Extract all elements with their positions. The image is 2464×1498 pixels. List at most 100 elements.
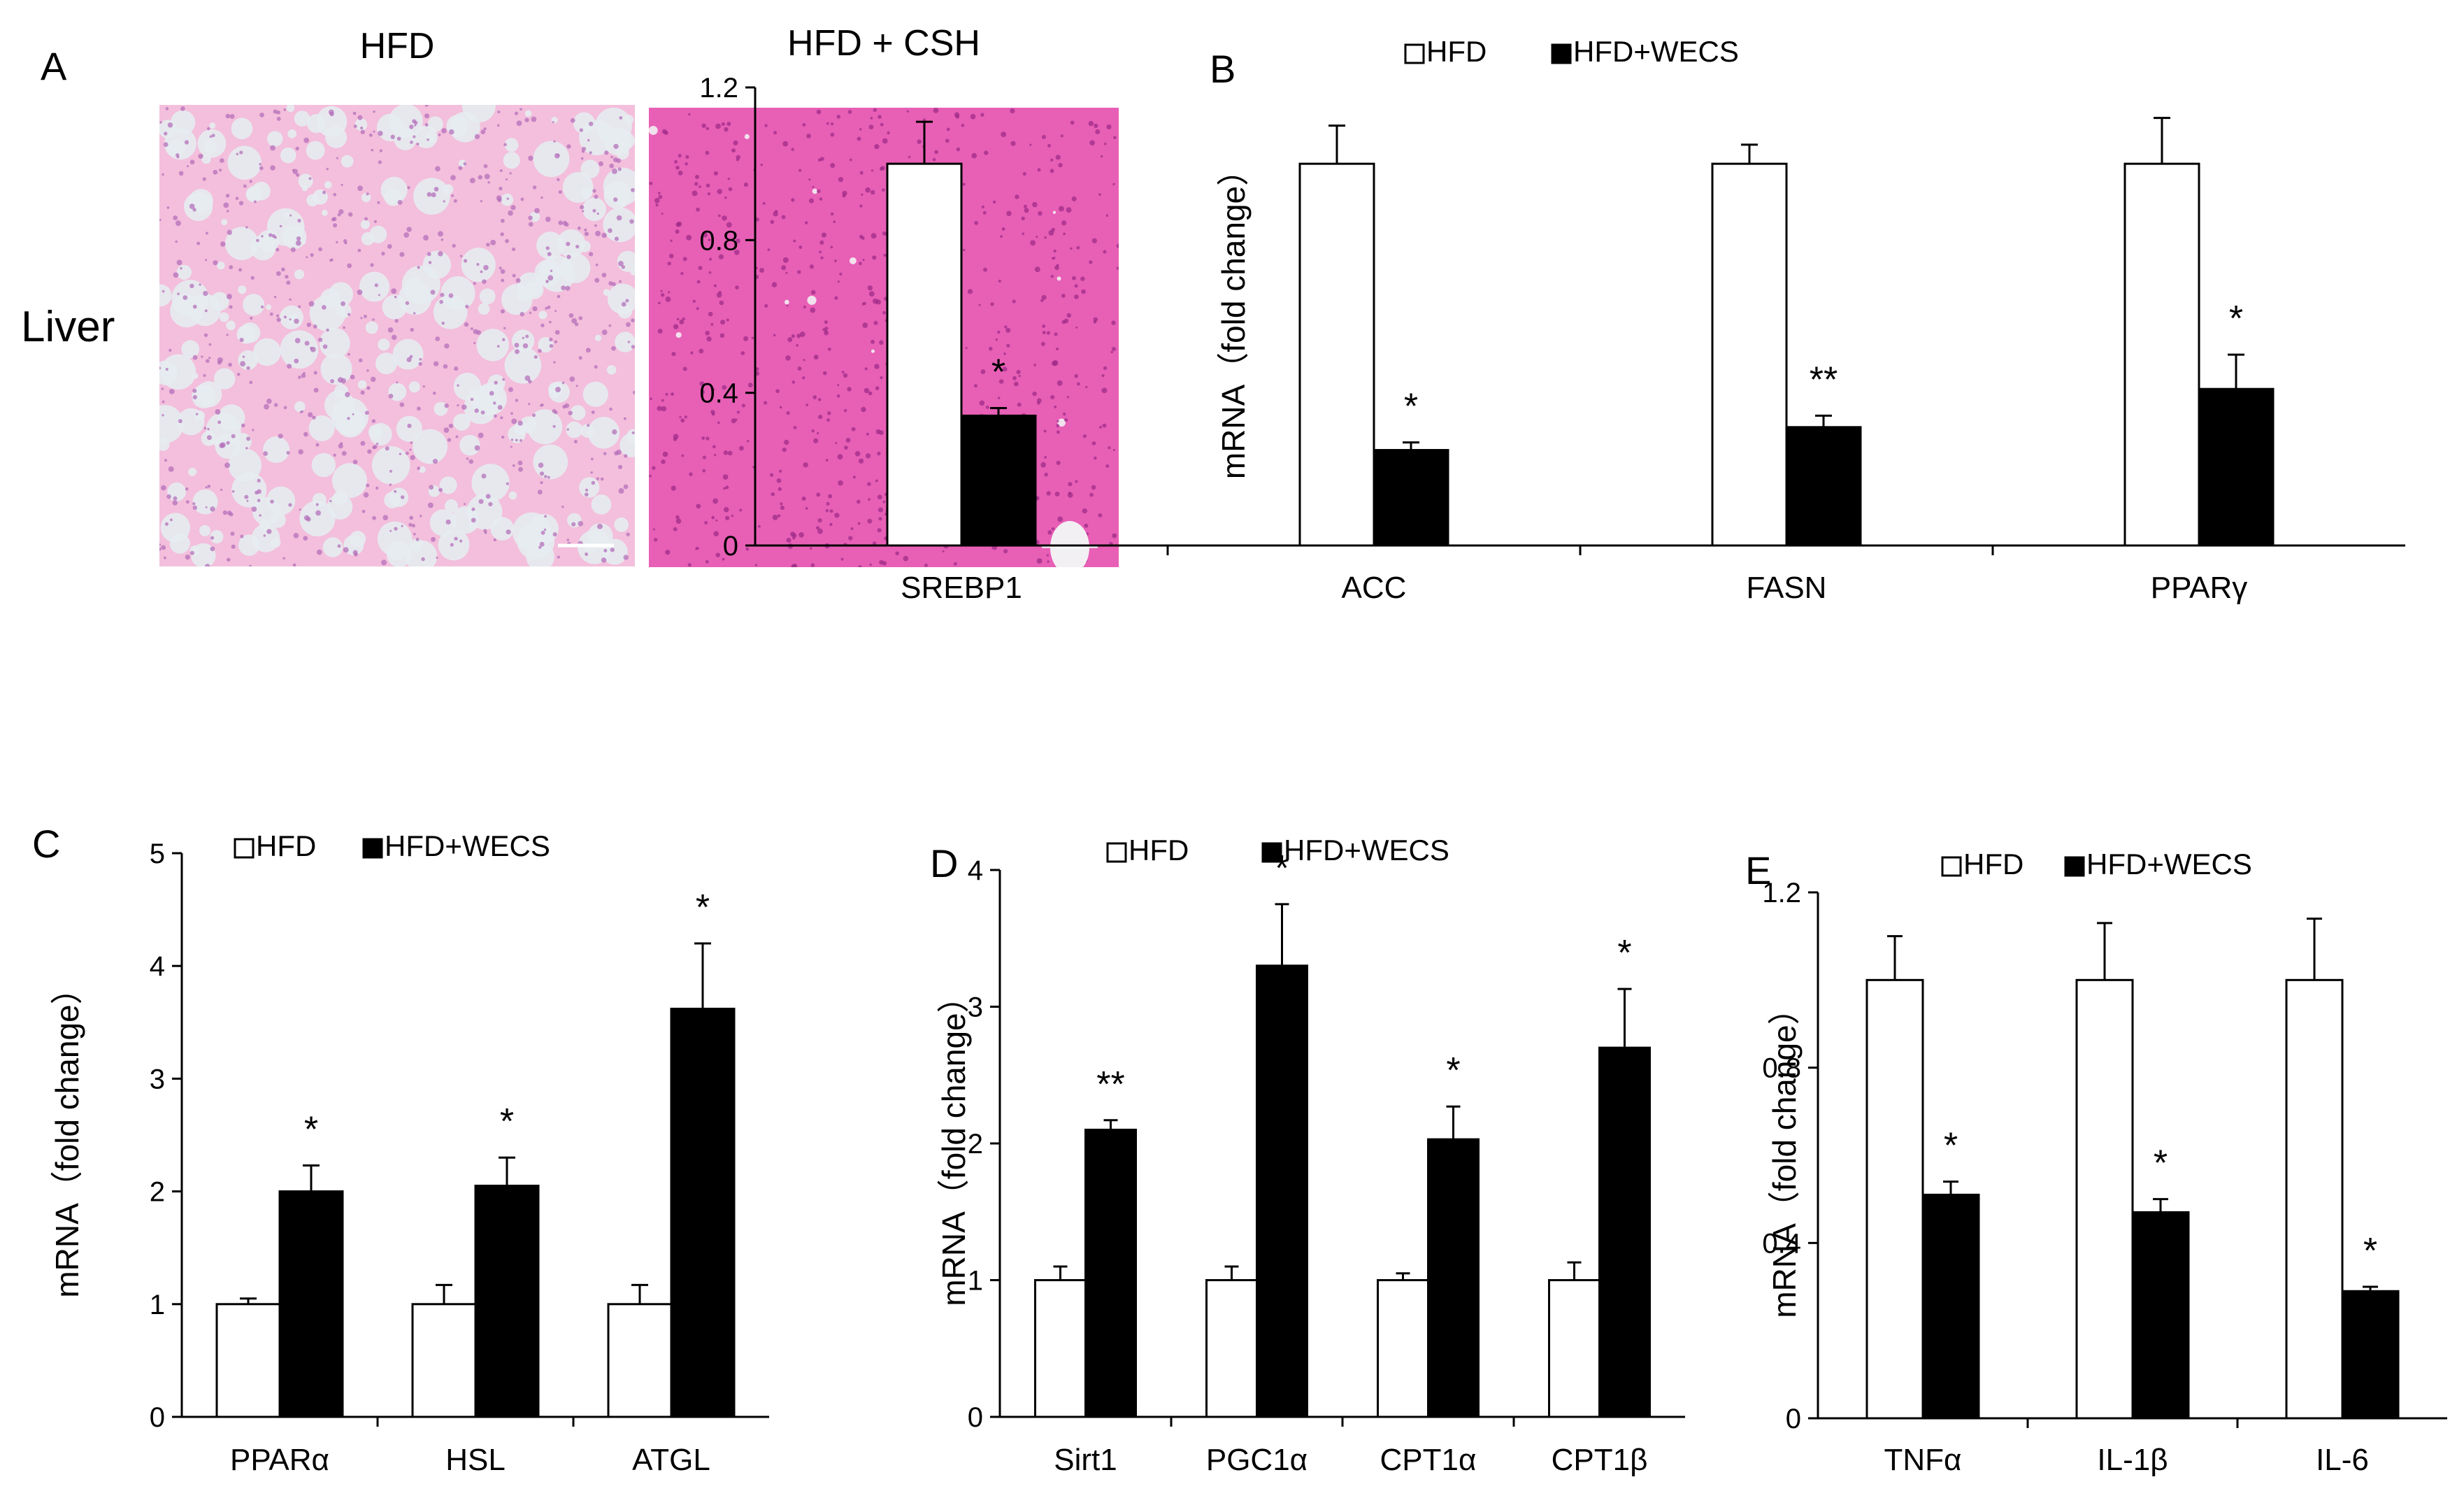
bar-hfd — [2123, 162, 2200, 547]
bar-hfd — [886, 162, 963, 547]
x-category-label: Sirt1 — [1054, 1443, 1117, 1477]
chart-d-sirt1-pgc1a-cpt1: D 0 1 2 3 4 mRNA（fold change） HFD HFD+WECS Sirt1 *… — [930, 834, 1685, 1477]
chart-e-tnfa-il1b-il6: E 0 0.4 0.8 1.2 mRNA（fold change） HFD HFD+WECS T… — [1745, 848, 2447, 1477]
bar-hfd-wecs — [1427, 1138, 1480, 1418]
x-category-label: IL-1β — [2097, 1443, 2168, 1477]
legend-label: HFD+WECS — [1573, 35, 1739, 68]
y-tick-label: 0.4 — [699, 378, 738, 409]
legend-swatch — [1551, 43, 1572, 64]
significance-star: ** — [1096, 1064, 1124, 1105]
legend-label: HFD+WECS — [1284, 834, 1449, 866]
legend-swatch — [362, 838, 383, 859]
y-tick-label: 4 — [150, 951, 165, 982]
y-tick-label: 1.2 — [1762, 878, 1801, 908]
x-category-label: TNFα — [1884, 1443, 1962, 1477]
bar-hfd-wecs — [2198, 387, 2275, 547]
bar-hfd-wecs — [960, 414, 1037, 547]
significance-star: * — [991, 352, 1005, 393]
legend-swatch — [2064, 856, 2085, 877]
significance-star: * — [1617, 933, 1631, 973]
bar-hfd-wecs — [1373, 449, 1449, 547]
y-tick-label: 0.8 — [1762, 1053, 1801, 1084]
bar-hfd — [411, 1303, 477, 1418]
y-axis-label: mRNA（fold change） — [1766, 992, 1803, 1318]
significance-star: * — [500, 1101, 514, 1142]
bar-hfd — [2075, 978, 2134, 1420]
x-category-label: HSL — [445, 1443, 506, 1477]
significance-star: * — [696, 887, 710, 928]
significance-star: * — [1446, 1050, 1460, 1091]
bar-hfd — [607, 1303, 673, 1418]
panel-a-letter: A — [41, 44, 67, 88]
legend-swatch — [234, 838, 255, 859]
x-category-label: ATGL — [632, 1443, 710, 1477]
y-tick-label: 1 — [968, 1266, 983, 1297]
chart-b-srebp1-acc-fasn-ppar: B 0 0.4 0.8 1.2 mRNA（fold change） HFD HFD+WECS S… — [699, 35, 2405, 605]
x-category-label: ACC — [1342, 571, 1407, 605]
hfd-csh-column-title: HFD + CSH — [787, 23, 980, 64]
bar-hfd-wecs — [474, 1185, 540, 1418]
bar-hfd — [1548, 1279, 1600, 1418]
bar-hfd — [1711, 162, 1788, 547]
bar-hfd — [215, 1303, 281, 1418]
x-category-label: CPT1α — [1380, 1443, 1477, 1477]
panel-letter: D — [930, 841, 958, 885]
liver-histology-hfd-image — [159, 105, 635, 566]
y-tick-label: 2 — [968, 1129, 983, 1160]
bar-hfd-wecs — [1598, 1046, 1651, 1418]
legend-label: HFD+WECS — [2086, 848, 2252, 880]
bar-hfd-wecs — [1785, 426, 1862, 547]
bar-hfd — [1034, 1279, 1087, 1418]
y-tick-label: 0.8 — [699, 225, 738, 256]
y-tick-label: 0 — [968, 1402, 983, 1433]
significance-star: ** — [1810, 359, 1838, 400]
liver-histology-hfd-csh-image — [649, 108, 1119, 567]
x-category-label: PPARγ — [2151, 571, 2248, 605]
panel-letter: B — [1210, 47, 1235, 91]
y-tick-label: 0.4 — [1762, 1228, 1801, 1259]
bar-hfd-wecs — [2131, 1211, 2190, 1420]
legend-swatch — [1941, 856, 1962, 877]
legend-swatch — [1404, 43, 1425, 64]
y-tick-label: 1.2 — [699, 73, 738, 104]
bar-hfd-wecs — [1256, 964, 1308, 1418]
y-axis-label: mRNA（fold change） — [1215, 154, 1252, 479]
chart-c-ppara-hsl-atgl: C 0 1 2 3 4 5 mRNA（fold change） HFD HFD+WECS PPARα… — [32, 822, 769, 1477]
significance-star: * — [1404, 387, 1418, 427]
legend-label: HFD+WECS — [385, 829, 550, 862]
y-tick-label: 0 — [150, 1402, 165, 1433]
y-tick-label: 4 — [968, 855, 983, 886]
panel-letter: C — [32, 822, 60, 866]
y-axis-label: mRNA（fold change） — [49, 972, 85, 1297]
y-tick-label: 2 — [150, 1177, 165, 1208]
x-category-label: PGC1α — [1206, 1443, 1308, 1477]
bar-hfd — [1205, 1279, 1258, 1418]
liver-row-label: Liver — [21, 303, 115, 351]
x-category-label: CPT1β — [1552, 1443, 1648, 1477]
hfd-column-title: HFD — [359, 26, 435, 66]
bar-hfd-wecs — [1921, 1193, 1980, 1420]
bar-hfd-wecs — [2341, 1290, 2400, 1420]
y-tick-label: 3 — [150, 1064, 165, 1094]
legend-label: HFD — [1129, 834, 1189, 866]
significance-star: * — [1944, 1126, 1958, 1167]
bar-hfd — [1865, 978, 1924, 1420]
y-tick-label: 1 — [150, 1290, 165, 1320]
x-category-label: SREBP1 — [901, 571, 1022, 605]
legend-label: HFD — [256, 829, 316, 862]
x-category-label: PPARα — [230, 1443, 329, 1477]
significance-star: * — [2363, 1231, 2377, 1271]
bar-hfd — [2285, 978, 2344, 1420]
significance-star: * — [2229, 299, 2243, 339]
y-tick-label: 0 — [723, 531, 738, 562]
bar-hfd — [1298, 162, 1375, 547]
bar-hfd-wecs — [278, 1190, 344, 1418]
significance-star: * — [304, 1110, 318, 1150]
legend-label: HFD — [1963, 848, 2024, 880]
y-tick-label: 3 — [968, 992, 983, 1023]
bar-hfd — [1377, 1279, 1429, 1418]
x-category-label: IL-6 — [2316, 1443, 2369, 1477]
legend-swatch — [1261, 842, 1282, 863]
y-axis-label: mRNA（fold change） — [936, 980, 972, 1306]
significance-star: * — [1275, 848, 1289, 889]
